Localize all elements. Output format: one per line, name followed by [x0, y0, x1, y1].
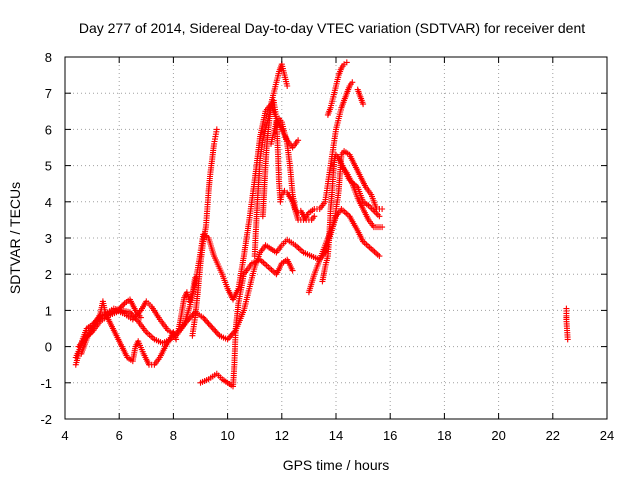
series-trace-13	[319, 151, 383, 285]
y-tick-label: 0	[45, 340, 52, 355]
plus-markers	[563, 305, 571, 343]
y-tick-label: 3	[45, 231, 52, 246]
plus-markers	[78, 206, 383, 357]
series-trace-10	[268, 115, 318, 223]
y-tick-label: 8	[45, 50, 52, 65]
series-trace-14	[324, 59, 350, 118]
x-tick-label: 24	[600, 428, 614, 443]
plus-markers	[354, 86, 367, 108]
series-trace-15	[354, 86, 367, 108]
x-tick-label: 18	[437, 428, 451, 443]
x-tick-label: 6	[116, 428, 123, 443]
plus-markers	[324, 59, 350, 118]
plus-markers	[72, 296, 144, 361]
plus-markers	[268, 115, 318, 223]
series-trace-11	[305, 148, 386, 296]
plus-markers	[259, 79, 356, 223]
y-axis-label: SDTVAR / TECUs	[7, 182, 23, 294]
series-trace-7	[175, 274, 199, 332]
y-tick-label: 5	[45, 159, 52, 174]
x-tick-label: 10	[220, 428, 234, 443]
series-trace-2	[78, 206, 383, 357]
series-trace-6	[197, 256, 296, 390]
y-tick-label: -2	[40, 412, 52, 427]
x-tick-label: 16	[383, 428, 397, 443]
plus-markers	[197, 256, 296, 390]
series-trace-9	[251, 61, 291, 260]
plus-markers	[319, 151, 383, 285]
grid-layer	[65, 57, 607, 419]
x-tick-label: 8	[170, 428, 177, 443]
series-layer	[72, 59, 571, 390]
plus-markers	[305, 148, 386, 296]
y-tick-label: -1	[40, 376, 52, 391]
y-tick-label: 4	[45, 195, 52, 210]
chart-title: Day 277 of 2014, Sidereal Day-to-day VTE…	[79, 20, 585, 36]
series-trace-8	[259, 79, 356, 223]
x-axis-label: GPS time / hours	[283, 457, 390, 473]
plus-markers	[251, 61, 291, 260]
plus-markers	[189, 126, 220, 339]
plus-markers	[175, 274, 199, 332]
series-trace-4	[72, 296, 144, 361]
x-tick-label: 4	[61, 428, 68, 443]
series-trace-16	[563, 305, 571, 343]
y-tick-label: 7	[45, 86, 52, 101]
y-tick-label: 6	[45, 122, 52, 137]
x-tick-label: 12	[275, 428, 289, 443]
y-tick-label: 2	[45, 267, 52, 282]
series-trace-5	[189, 126, 220, 339]
x-tick-label: 14	[329, 428, 343, 443]
y-tick-label: 1	[45, 303, 52, 318]
x-tick-label: 22	[546, 428, 560, 443]
x-tick-label: 20	[491, 428, 505, 443]
